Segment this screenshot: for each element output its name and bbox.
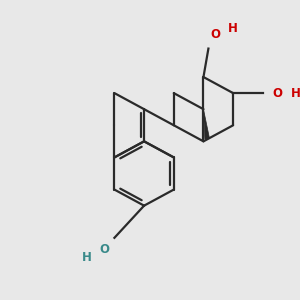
Text: O: O (273, 87, 283, 100)
Text: H: H (291, 87, 300, 100)
Polygon shape (203, 109, 209, 139)
Text: O: O (100, 243, 110, 256)
Text: H: H (82, 251, 92, 264)
Text: O: O (211, 28, 221, 41)
Text: H: H (228, 22, 238, 35)
